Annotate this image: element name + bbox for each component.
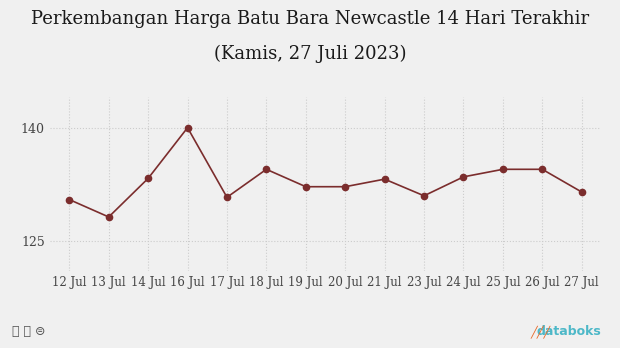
Text: databoks: databoks	[537, 325, 601, 338]
Text: (Kamis, 27 Juli 2023): (Kamis, 27 Juli 2023)	[214, 45, 406, 63]
Text: Perkembangan Harga Batu Bara Newcastle 14 Hari Terakhir: Perkembangan Harga Batu Bara Newcastle 1…	[31, 10, 589, 29]
Text: ╱╱╱: ╱╱╱	[530, 325, 551, 338]
Text: Ⓒ Ⓑ ⊜: Ⓒ Ⓑ ⊜	[12, 325, 46, 338]
